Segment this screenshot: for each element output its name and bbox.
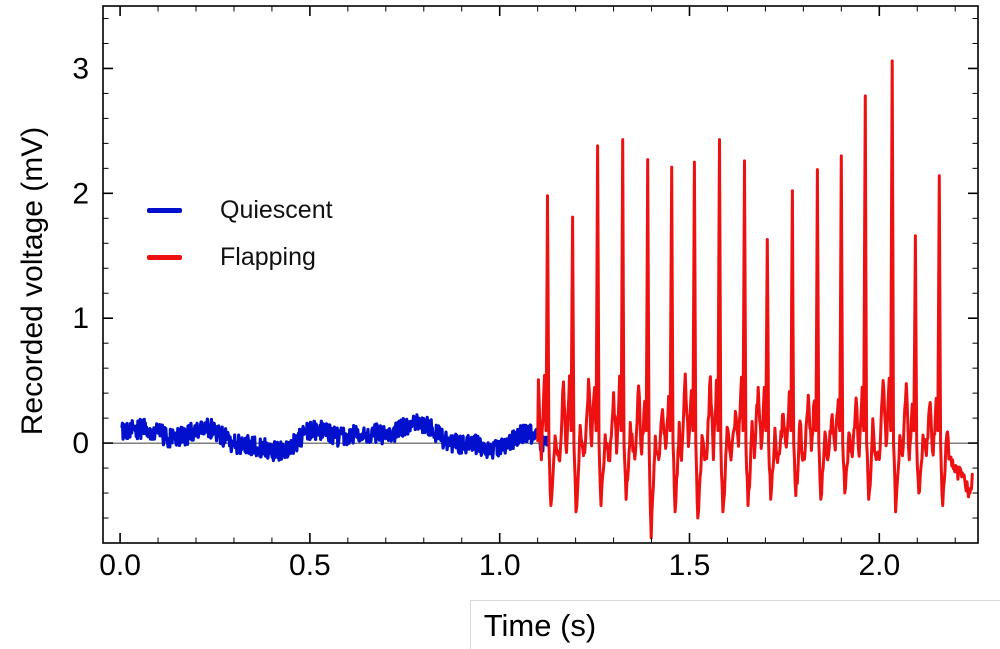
window-edge-artifact — [470, 600, 1000, 649]
svg-text:2: 2 — [72, 177, 89, 210]
legend-label-flapping: Flapping — [220, 243, 316, 271]
legend-label-quiescent: Quiescent — [220, 196, 333, 224]
svg-text:3: 3 — [72, 52, 89, 85]
svg-text:1: 1 — [72, 302, 89, 335]
y-axis-label: Recorded voltage (mV) — [16, 126, 49, 436]
svg-text:2.0: 2.0 — [858, 549, 900, 582]
x-axis-label: Time (s) — [483, 608, 597, 643]
svg-text:0.0: 0.0 — [99, 549, 141, 582]
svg-text:1.5: 1.5 — [669, 549, 711, 582]
svg-text:0.5: 0.5 — [289, 549, 331, 582]
svg-text:1.0: 1.0 — [479, 549, 521, 582]
flapping-line-swatch — [147, 255, 182, 260]
legend: Quiescent Flapping — [147, 196, 333, 272]
legend-item-flapping: Flapping — [147, 243, 333, 272]
legend-item-quiescent: Quiescent — [147, 196, 333, 225]
quiescent-line-swatch — [147, 208, 182, 213]
svg-text:0: 0 — [72, 427, 89, 460]
